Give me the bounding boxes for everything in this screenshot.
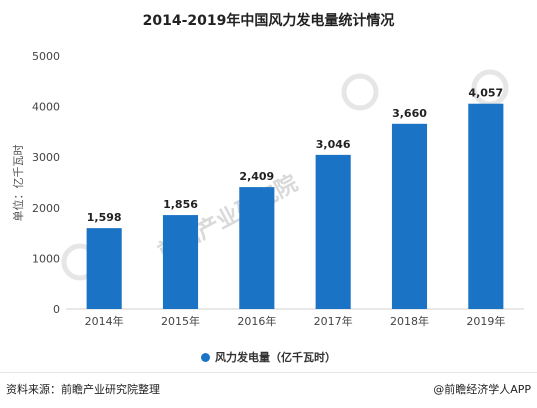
bars [86,103,504,310]
y-axis-label: 单位：亿千瓦时 [11,145,25,222]
data-label: 1,598 [87,211,122,224]
watermark-logo-icon [341,73,379,111]
data-label: 1,856 [163,198,198,211]
watermark-logos [61,69,509,281]
data-label: 2,409 [239,170,274,183]
legend: 风力发电量（亿千瓦时） [0,349,537,365]
bar [162,215,199,309]
bar [315,154,351,309]
brand-credit: @前瞻经济学人APP [433,383,531,396]
x-tick-label: 2019年 [466,314,505,328]
y-tick-label: 1000 [32,252,60,265]
data-labels: 1,598 1,856 2,409 3,046 3,660 4,057 [87,87,503,224]
x-tick-label: 2015年 [161,314,200,328]
bar [468,103,504,310]
footer-divider [0,372,537,373]
x-tick-labels: 2014年 2015年 2016年 2017年 2018年 2019年 [85,314,506,328]
legend-label: 风力发电量（亿千瓦时） [215,351,336,364]
y-tick-label: 5000 [32,50,60,63]
x-tick-label: 2016年 [237,314,276,328]
data-label: 3,660 [392,107,427,120]
y-tick-label: 0 [53,303,60,316]
x-tick-label: 2018年 [390,314,429,328]
bar [239,187,275,309]
y-tick-label: 4000 [32,101,60,114]
bar [86,228,122,309]
bar-chart: 单位：亿千瓦时 0 1000 2000 3000 4000 5000 1,598 1,856… [11,50,524,328]
x-tick-label: 2017年 [314,314,353,328]
data-label: 3,046 [316,138,351,151]
x-tick-label: 2014年 [85,314,124,328]
y-tick-label: 3000 [32,151,60,164]
source-note: 资料来源：前瞻产业研究院整理 [6,383,160,396]
bar [391,123,428,309]
y-tick-labels: 0 1000 2000 3000 4000 5000 [32,50,60,316]
chart-title: 2014-2019年中国风力发电量统计情况 [142,13,395,29]
legend-marker [201,353,210,362]
data-label: 4,057 [468,87,503,100]
y-tick-label: 2000 [32,202,60,215]
